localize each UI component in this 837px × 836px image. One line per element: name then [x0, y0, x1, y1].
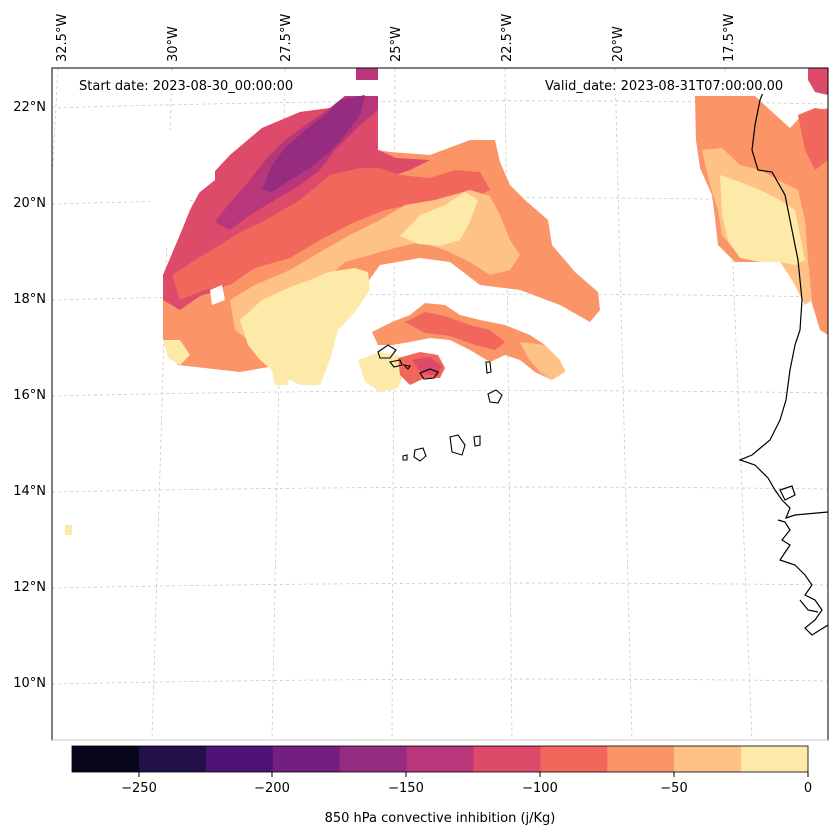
cin-isolated-cell [65, 525, 72, 535]
colorbar-tick-label: −150 [388, 781, 424, 796]
lat-labels: 22°N 20°N 18°N 16°N 14°N 12°N 10°N [13, 100, 46, 691]
lat-label: 12°N [13, 580, 46, 595]
lat-label: 16°N [13, 388, 46, 403]
lon-label: 30°W [166, 26, 181, 62]
colorbar-tick-label: 0 [804, 781, 812, 796]
colorbar-bin [72, 746, 140, 772]
colorbar-label: 850 hPa convective inhibition (j/Kg) [325, 811, 556, 826]
colorbar-frame [71, 745, 809, 773]
lon-labels: 32.5°W 30°W 27.5°W 25°W 22.5°W 20°W 17.5… [55, 14, 737, 62]
colorbar-bin [741, 746, 809, 772]
coastline [738, 74, 828, 636]
lon-label: 25°W [389, 26, 404, 62]
lon-label: 32.5°W [55, 14, 70, 62]
colorbar-bin [674, 746, 742, 772]
cape-verde-islands [377, 344, 503, 462]
lon-label: 20°W [611, 26, 626, 62]
colorbar-ticks [138, 772, 809, 777]
cin-field-arc [150, 68, 600, 385]
lon-label: 27.5°W [279, 14, 294, 62]
colorbar-bin [339, 746, 408, 772]
colorbar-tick-label: −100 [522, 781, 558, 796]
colorbar-bin [473, 746, 541, 772]
colorbar-bin [272, 746, 341, 772]
colorbar-bin [406, 746, 474, 772]
lat-label: 14°N [13, 484, 46, 499]
cin-field-center [358, 303, 565, 392]
graticule [52, 68, 828, 740]
cin-field-east [695, 68, 828, 335]
colorbar: −250 −200 −150 −100 −50 0 850 hPa convec… [71, 745, 812, 826]
colorbar-bin [205, 746, 274, 772]
colorbar-tick-labels: −250 −200 −150 −100 −50 0 [121, 781, 812, 796]
map-area [52, 68, 828, 740]
colorbar-bin [540, 746, 608, 772]
start-date-label: Start date: 2023-08-30_00:00:00 [79, 79, 293, 94]
lat-label: 20°N [13, 196, 46, 211]
lat-label: 18°N [13, 292, 46, 307]
colorbar-tick-label: −250 [121, 781, 157, 796]
colorbar-bins [72, 746, 809, 772]
lon-label: 17.5°W [722, 14, 737, 62]
colorbar-tick-label: −50 [660, 781, 687, 796]
colorbar-bin [607, 746, 675, 772]
colorbar-bin [138, 746, 207, 772]
valid-date-label: Valid_date: 2023-08-31T07:00:00.00 [545, 79, 783, 94]
lat-label: 10°N [13, 676, 46, 691]
colorbar-tick-label: −200 [254, 781, 290, 796]
lat-label: 22°N [13, 100, 46, 115]
lon-label: 22.5°W [500, 14, 515, 62]
